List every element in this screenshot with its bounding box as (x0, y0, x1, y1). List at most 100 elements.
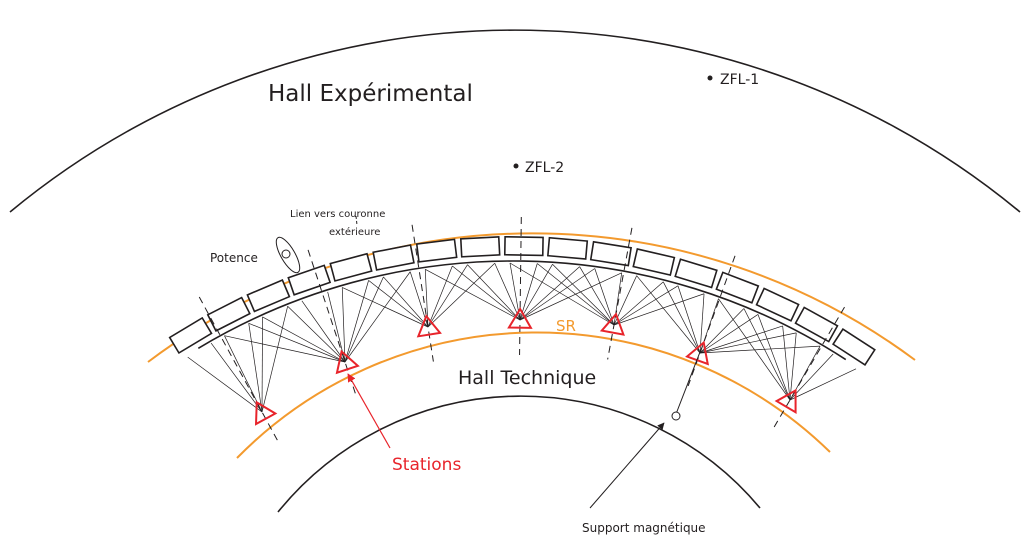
sight-line (383, 276, 429, 328)
zfl1-dot (707, 75, 713, 81)
sight-line (613, 293, 705, 326)
sight-line (677, 285, 701, 354)
sight-line (224, 335, 263, 413)
sight-line (425, 269, 521, 321)
sight-line (248, 323, 263, 413)
sight-line (427, 263, 495, 328)
magnet (546, 236, 589, 260)
hall-technique: Hall Technique (458, 367, 596, 389)
sight-line (224, 335, 346, 363)
magnet-ring (168, 235, 876, 366)
sight-line (699, 345, 821, 354)
sight-line (519, 264, 553, 321)
magnet (329, 252, 373, 282)
magnet (755, 287, 800, 322)
sight-lines (187, 217, 857, 443)
magnet (674, 258, 718, 289)
inner-wall (277, 395, 761, 513)
sight-line (613, 281, 664, 326)
magnet (287, 264, 332, 296)
sight-line (699, 325, 783, 354)
lien-leader (355, 215, 358, 226)
sight-line (261, 306, 289, 413)
sight-line (552, 264, 615, 326)
sight-line (519, 272, 622, 321)
sight-line (613, 285, 679, 326)
sight-line (341, 287, 346, 363)
sight-line (636, 275, 701, 354)
sight-line (301, 300, 346, 363)
sight-line (210, 342, 263, 413)
magnet (794, 306, 839, 343)
support-link (675, 351, 701, 415)
support-label: Support magnétique (582, 521, 706, 535)
sight-line (342, 287, 429, 328)
sight-line (248, 322, 346, 363)
sight-line (594, 268, 615, 326)
station (599, 312, 625, 336)
zfl2-dot (513, 163, 519, 169)
magnet (372, 244, 415, 271)
sight-line (344, 280, 369, 363)
outer-wall (9, 29, 1021, 213)
magnet (715, 271, 760, 304)
dashed-axis (519, 217, 522, 356)
lien-label-1: Lien vers couronne (290, 209, 385, 220)
station (685, 340, 710, 366)
sight-line (509, 262, 615, 326)
magnet (632, 248, 676, 277)
magnet (459, 236, 501, 258)
magnet (246, 279, 291, 313)
sight-line (519, 266, 580, 321)
sight-line (789, 368, 857, 401)
sight-line (743, 308, 791, 401)
station (416, 314, 442, 338)
magnet (415, 238, 458, 263)
station (254, 400, 278, 426)
sight-line (699, 314, 759, 354)
sight-line (757, 314, 791, 401)
sight-line (287, 305, 346, 363)
sight-line (344, 276, 384, 363)
sight-line (467, 264, 521, 321)
sight-line (699, 298, 719, 354)
arcs (9, 29, 1021, 513)
stations (254, 307, 797, 426)
magnet (832, 327, 876, 366)
sight-line (452, 265, 521, 321)
sight-line (262, 316, 346, 363)
sight-line (344, 271, 411, 363)
sight-line (261, 316, 263, 413)
potence-outline (275, 236, 301, 274)
dashed-axis (607, 227, 633, 360)
sight-line (718, 298, 791, 401)
magnet (168, 316, 213, 355)
sight-line (789, 353, 834, 401)
magnet (503, 235, 544, 257)
sight-line (427, 264, 468, 328)
stations-label: Stations (392, 455, 461, 475)
sight-line (699, 293, 705, 354)
zfl1-label: ZFL-1 (720, 72, 759, 88)
sight-line (187, 356, 263, 413)
sight-line (494, 263, 521, 321)
sight-line (427, 265, 453, 328)
sight-line (579, 266, 615, 326)
support-point (671, 411, 681, 421)
station (335, 349, 360, 375)
sight-line (537, 263, 615, 326)
dashed-axis (307, 249, 357, 396)
sight-line (662, 281, 701, 354)
sight-line (699, 332, 797, 354)
sight-line (789, 332, 797, 401)
potence-link (281, 249, 291, 259)
sight-line (519, 263, 538, 321)
hall-experimental: Hall Expérimental (268, 81, 473, 107)
inner-orange-arc (236, 331, 831, 459)
lien-label-2: extérieure (329, 226, 380, 238)
sight-line (368, 280, 429, 328)
stations-arrow (347, 373, 391, 449)
sight-line (519, 268, 595, 321)
sight-line (327, 291, 346, 363)
